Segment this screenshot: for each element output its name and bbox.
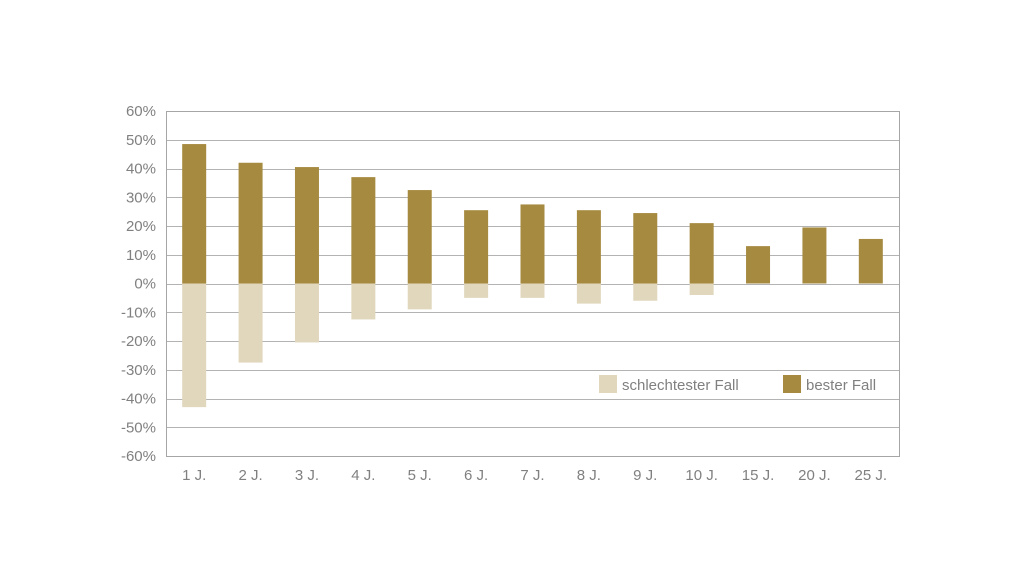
legend-swatch-schlechtester-fall — [599, 375, 617, 393]
bar-schlechtester-fall-7J — [520, 283, 545, 298]
y-tick-label: 10% — [126, 247, 156, 264]
plot-frame — [166, 111, 900, 457]
bar-schlechtester-fall-3J — [294, 283, 319, 343]
bar-schlechtester-fall-10J — [689, 283, 714, 295]
x-tick-label: 9 J. — [633, 467, 657, 484]
bar-bester-fall-15J — [746, 246, 771, 284]
legend-label-schlechtester-fall: schlechtester Fall — [622, 377, 739, 394]
y-tick-label: 60% — [126, 103, 156, 120]
x-tick-label: 8 J. — [577, 467, 601, 484]
bar-schlechtester-fall-6J — [464, 283, 489, 298]
bar-bester-fall-8J — [576, 210, 601, 284]
x-tick-label: 20 J. — [798, 467, 831, 484]
y-tick-label: 40% — [126, 161, 156, 178]
bar-bester-fall-9J — [633, 213, 658, 284]
x-tick-label: 10 J. — [685, 467, 718, 484]
y-tick-label: -40% — [121, 391, 156, 408]
x-tick-label: 2 J. — [238, 467, 262, 484]
bar-bester-fall-3J — [294, 167, 319, 284]
y-tick-label: -10% — [121, 304, 156, 321]
legend-label-bester-fall: bester Fall — [806, 377, 876, 394]
y-tick-label: 0% — [134, 276, 156, 293]
bar-schlechtester-fall-1J — [182, 283, 207, 408]
y-axis-tick-labels: 60% 50% 40% 30% 20% 10% 0% -10% -20% -30% -40% -50%… — [121, 103, 156, 465]
x-tick-label: 4 J. — [351, 467, 375, 484]
x-tick-label: 5 J. — [408, 467, 432, 484]
bar-bester-fall-2J — [238, 162, 263, 284]
bar-schlechtester-fall-2J — [238, 283, 263, 363]
x-tick-label: 3 J. — [295, 467, 319, 484]
bars — [182, 144, 883, 408]
x-tick-label: 1 J. — [182, 467, 206, 484]
x-tick-label: 7 J. — [520, 467, 544, 484]
legend-swatch-bester-fall — [783, 375, 801, 393]
x-axis-tick-labels: 1 J. 2 J. 3 J. 4 J. 5 J. 6 J. 7 J. 8 J. 9 J. 10 J… — [182, 467, 887, 484]
bar-schlechtester-fall-5J — [407, 283, 432, 310]
y-tick-label: 30% — [126, 189, 156, 206]
y-tick-label: -60% — [121, 448, 156, 465]
bar-schlechtester-fall-4J — [351, 283, 376, 320]
y-tick-label: -30% — [121, 362, 156, 379]
bar-schlechtester-fall-9J — [633, 283, 658, 301]
y-tick-label: 50% — [126, 132, 156, 149]
bar-bester-fall-20J — [802, 227, 827, 284]
x-tick-label: 25 J. — [855, 467, 888, 484]
bar-bester-fall-25J — [858, 238, 883, 284]
x-tick-label: 15 J. — [742, 467, 775, 484]
bar-bester-fall-1J — [182, 144, 207, 284]
bar-bester-fall-4J — [351, 177, 376, 284]
y-tick-label: 20% — [126, 218, 156, 235]
bar-schlechtester-fall-8J — [576, 283, 601, 304]
bar-bester-fall-6J — [464, 210, 489, 284]
y-tick-label: -20% — [121, 333, 156, 350]
legend: schlechtester Fall bester Fall — [599, 375, 876, 394]
bar-bester-fall-10J — [689, 223, 714, 284]
x-tick-label: 6 J. — [464, 467, 488, 484]
bar-bester-fall-7J — [520, 204, 545, 284]
bar-bester-fall-5J — [407, 190, 432, 284]
y-tick-label: -50% — [121, 419, 156, 436]
